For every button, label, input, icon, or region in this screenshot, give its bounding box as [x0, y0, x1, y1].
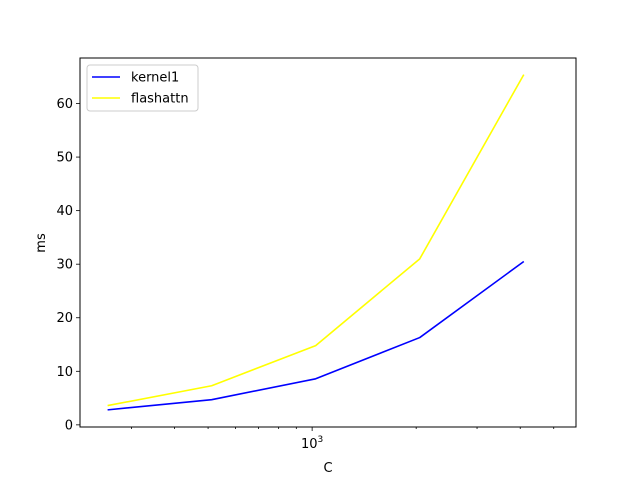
- legend-label-flashattn: flashattn: [131, 92, 189, 107]
- y-tick-label: 60: [56, 97, 73, 112]
- y-tick-label: 40: [56, 204, 73, 219]
- y-tick-label: 30: [56, 258, 73, 273]
- series-line-flashattn: [107, 74, 525, 407]
- y-tick-label: 0: [65, 418, 73, 433]
- y-axis-label: ms: [34, 233, 49, 253]
- y-tick-label: 50: [56, 151, 73, 166]
- legend: kernel1 flashattn: [86, 64, 199, 112]
- plot-frame: [79, 57, 577, 428]
- x-tick-label: 103: [301, 435, 323, 452]
- y-axis-ticks: 0 10 20 30 40 50 60: [56, 97, 80, 433]
- series-line-kernel1: [107, 260, 525, 411]
- legend-label-kernel1: kernel1: [131, 71, 179, 86]
- x-axis-label: C: [323, 461, 332, 476]
- y-tick-label: 10: [56, 365, 73, 380]
- x-axis-ticks: 103: [301, 427, 323, 452]
- series-layer: [107, 74, 525, 411]
- y-tick-label: 20: [56, 311, 73, 326]
